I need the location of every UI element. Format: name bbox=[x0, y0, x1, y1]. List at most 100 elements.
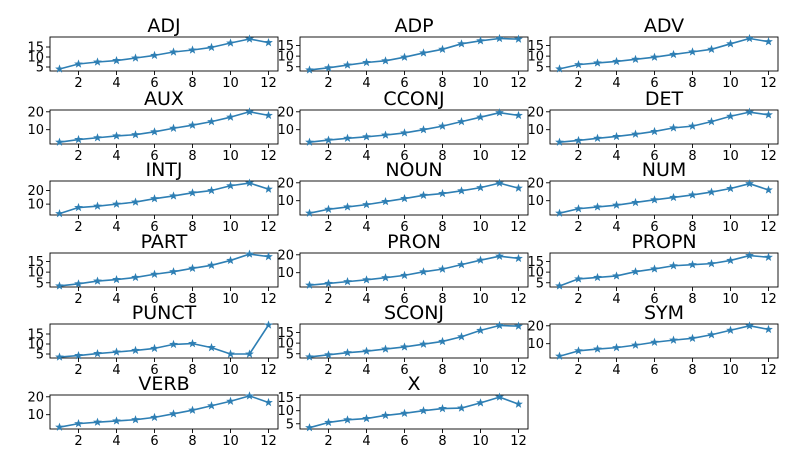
data-point bbox=[169, 409, 178, 418]
data-point bbox=[669, 192, 678, 202]
data-point bbox=[264, 38, 273, 47]
series-line bbox=[59, 324, 270, 358]
data-point bbox=[612, 343, 621, 352]
data-point bbox=[112, 416, 121, 425]
y-tick-label: 15 bbox=[27, 41, 44, 56]
x-tick-label: 6 bbox=[650, 363, 658, 378]
x-tick-label: 10 bbox=[222, 363, 239, 378]
y-tick-label: 10 bbox=[277, 194, 294, 209]
panel-frame bbox=[49, 36, 279, 72]
data-point bbox=[457, 403, 466, 412]
data-point bbox=[555, 208, 564, 217]
data-point bbox=[574, 204, 583, 213]
x-tick-label: 6 bbox=[150, 292, 158, 307]
y-tick-label: 20 bbox=[277, 176, 294, 191]
x-tick-label: 8 bbox=[438, 76, 446, 91]
data-point bbox=[707, 187, 716, 196]
data-point bbox=[55, 64, 64, 73]
data-point bbox=[764, 37, 773, 46]
data-point bbox=[74, 351, 83, 360]
x-tick-label: 10 bbox=[472, 434, 489, 449]
panel-title: INTJ bbox=[145, 159, 182, 181]
data-point bbox=[324, 278, 333, 288]
panel-frame bbox=[549, 36, 779, 72]
data-point bbox=[593, 58, 602, 67]
data-point bbox=[226, 349, 235, 358]
series-line bbox=[309, 37, 519, 71]
x-tick-label: 8 bbox=[438, 434, 446, 449]
data-point bbox=[764, 324, 773, 334]
data-point bbox=[476, 325, 485, 335]
data-point bbox=[93, 133, 102, 142]
x-tick-label: 4 bbox=[362, 220, 370, 235]
data-point bbox=[324, 204, 333, 213]
data-point bbox=[93, 276, 102, 285]
panel-title: DET bbox=[645, 88, 684, 110]
x-tick-label: 12 bbox=[260, 292, 277, 307]
x-tick-label: 12 bbox=[760, 220, 777, 235]
x-tick-label: 2 bbox=[324, 76, 332, 91]
x-tick-label: 12 bbox=[760, 149, 777, 164]
y-tick-label: 5 bbox=[286, 417, 294, 432]
y-tick-label: 20 bbox=[27, 184, 44, 199]
y-tick-label: 10 bbox=[277, 266, 294, 281]
panel-title: CCONJ bbox=[383, 88, 444, 110]
panel-pron: PRON 2 4 6 8 10 12 10 20 bbox=[277, 231, 529, 307]
x-tick-label: 2 bbox=[74, 363, 82, 378]
x-tick-label: 10 bbox=[472, 76, 489, 91]
data-point bbox=[457, 332, 466, 341]
data-point bbox=[555, 137, 564, 146]
y-tick-label: 5 bbox=[286, 347, 294, 362]
data-point bbox=[495, 251, 504, 260]
data-point bbox=[593, 344, 602, 353]
data-point bbox=[438, 264, 447, 273]
x-tick-label: 6 bbox=[400, 149, 408, 164]
data-point bbox=[381, 196, 390, 206]
data-point bbox=[514, 183, 523, 192]
data-point bbox=[226, 255, 235, 265]
x-tick-label: 12 bbox=[510, 76, 527, 91]
data-point bbox=[726, 325, 735, 334]
data-point bbox=[226, 112, 235, 121]
data-point bbox=[726, 39, 735, 48]
data-point bbox=[55, 422, 64, 431]
panel-title: PROPN bbox=[631, 231, 696, 253]
data-point bbox=[74, 59, 83, 68]
x-tick-label: 2 bbox=[324, 434, 332, 449]
panel-frame bbox=[549, 252, 779, 288]
data-point bbox=[207, 343, 216, 352]
data-point bbox=[150, 50, 159, 60]
data-point bbox=[264, 397, 273, 407]
y-tick-label: 20 bbox=[527, 105, 544, 120]
x-tick-label: 2 bbox=[74, 220, 82, 235]
data-point bbox=[514, 253, 523, 263]
data-point bbox=[305, 352, 314, 361]
x-tick-label: 2 bbox=[574, 220, 582, 235]
data-point bbox=[131, 345, 140, 355]
x-tick-label: 4 bbox=[112, 76, 120, 91]
data-point bbox=[555, 64, 564, 73]
panel-frame bbox=[299, 394, 529, 430]
y-tick-label: 20 bbox=[277, 248, 294, 263]
panel-cconj: CCONJ 2 4 6 8 10 12 10 20 bbox=[277, 88, 529, 164]
y-tick-label: 20 bbox=[527, 176, 544, 191]
data-point bbox=[362, 413, 371, 423]
data-point bbox=[188, 188, 197, 197]
x-tick-label: 4 bbox=[112, 292, 120, 307]
x-tick-label: 10 bbox=[222, 434, 239, 449]
data-point bbox=[495, 108, 504, 117]
data-point bbox=[245, 178, 254, 187]
data-point bbox=[343, 415, 352, 424]
data-point bbox=[612, 271, 621, 280]
panel-noun: NOUN 2 4 6 8 10 12 10 20 bbox=[277, 159, 529, 235]
x-tick-label: 2 bbox=[324, 292, 332, 307]
x-tick-label: 8 bbox=[688, 363, 696, 378]
panel-frame bbox=[299, 252, 529, 288]
data-point bbox=[745, 33, 754, 43]
x-tick-label: 4 bbox=[612, 292, 620, 307]
data-point bbox=[476, 36, 485, 45]
data-point bbox=[745, 321, 754, 330]
x-tick-label: 6 bbox=[150, 363, 158, 378]
panel-title: ADJ bbox=[147, 15, 180, 37]
